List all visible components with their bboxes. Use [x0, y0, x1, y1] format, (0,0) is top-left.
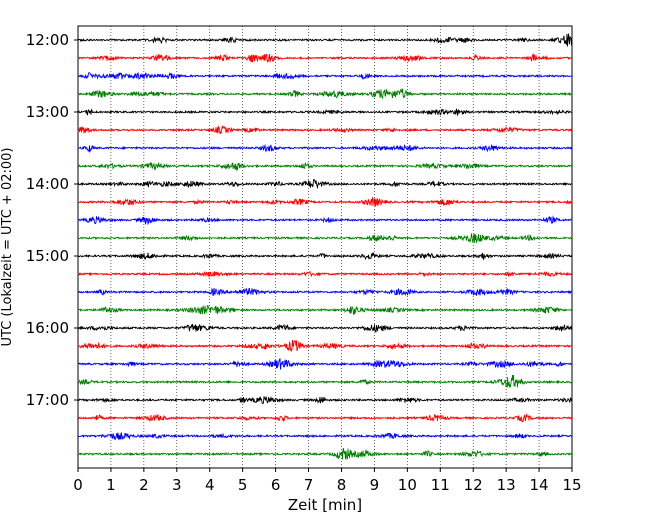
- trace-7: [77, 161, 573, 172]
- trace-13: [77, 270, 573, 279]
- x-tick-label-4: 4: [205, 476, 215, 494]
- x-tick-label-5: 5: [238, 476, 248, 494]
- x-tick-label-7: 7: [304, 476, 314, 494]
- x-tick-label-14: 14: [530, 476, 549, 494]
- trace-16: [77, 323, 573, 333]
- trace-19: [77, 374, 573, 389]
- trace-6: [77, 143, 573, 153]
- trace-1: [77, 52, 573, 63]
- y-tick-label-16:00: 16:00: [26, 319, 69, 337]
- trace-10: [77, 215, 573, 226]
- trace-9: [77, 197, 573, 207]
- trace-21: [77, 413, 573, 423]
- y-tick-label-13:00: 13:00: [26, 103, 69, 121]
- trace-23: [77, 448, 573, 461]
- trace-8: [77, 178, 573, 190]
- trace-4: [77, 108, 573, 116]
- x-tick-label-11: 11: [431, 476, 450, 494]
- y-tick-label-14:00: 14:00: [26, 175, 69, 193]
- trace-18: [77, 358, 573, 370]
- x-axis-label: Zeit [min]: [288, 496, 362, 514]
- x-tick-label-8: 8: [337, 476, 347, 494]
- trace-5: [77, 125, 573, 135]
- trace-11: [77, 233, 573, 243]
- trace-3: [77, 88, 573, 99]
- x-tick-label-12: 12: [464, 476, 483, 494]
- x-tick-label-15: 15: [562, 476, 581, 494]
- y-axis-ticks: 12:00 13:00 14:00 15:00 16:00 17:00: [26, 31, 78, 409]
- seismic-traces: [77, 33, 573, 461]
- x-tick-label-2: 2: [139, 476, 149, 494]
- plot-frame: [77, 25, 573, 469]
- x-tick-label-6: 6: [271, 476, 281, 494]
- trace-0: [77, 33, 573, 47]
- x-tick-label-13: 13: [497, 476, 516, 494]
- x-tick-label-9: 9: [370, 476, 380, 494]
- trace-12: [77, 251, 573, 261]
- y-tick-label-15:00: 15:00: [26, 247, 69, 265]
- trace-22: [77, 432, 573, 441]
- x-tick-label-3: 3: [172, 476, 182, 494]
- trace-17: [77, 339, 573, 352]
- trace-2: [77, 71, 573, 81]
- y-tick-label-17:00: 17:00: [26, 391, 69, 409]
- trace-15: [77, 305, 573, 316]
- y-axis-label: UTC (Lokalzeit = UTC + 02:00): [0, 148, 15, 347]
- trace-20: [77, 395, 573, 405]
- x-tick-label-0: 0: [73, 476, 83, 494]
- x-tick-label-10: 10: [398, 476, 417, 494]
- y-tick-label-12:00: 12:00: [26, 31, 69, 49]
- x-axis-ticks: 0 1 2 3 4 5 6 7 8 9 10 11 12 13 14 15: [73, 468, 582, 494]
- x-tick-label-1: 1: [106, 476, 116, 494]
- trace-14: [77, 287, 573, 297]
